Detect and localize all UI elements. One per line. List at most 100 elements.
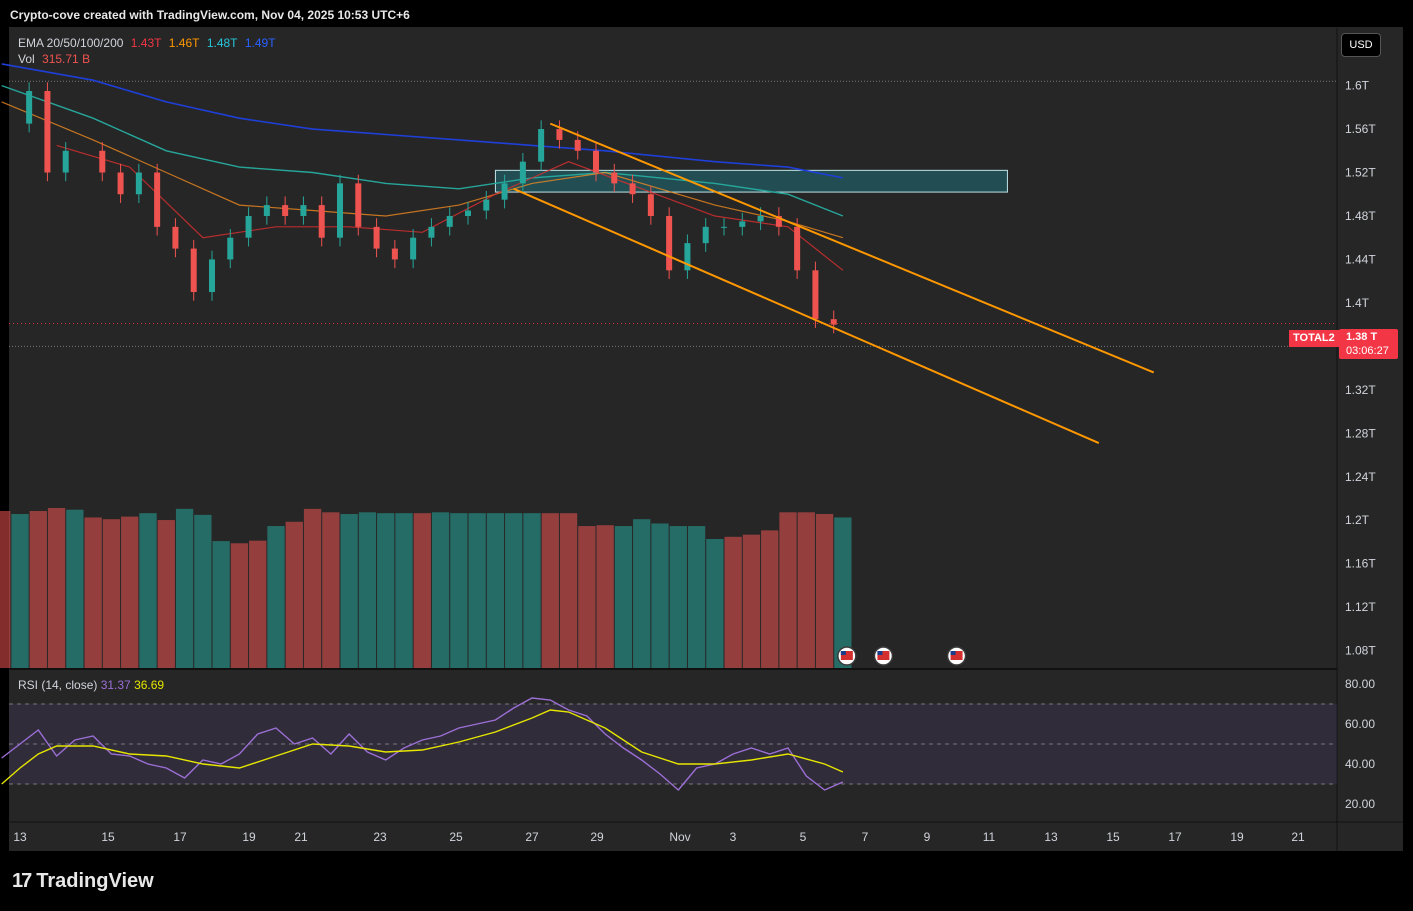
- ema50-value: 1.46T: [168, 36, 200, 50]
- volume-bar: [431, 512, 450, 668]
- economic-event-flag-canton: [877, 651, 883, 655]
- price-axis-label: 1.56T: [1345, 122, 1376, 136]
- rsi-value: 31.37: [100, 678, 131, 692]
- volume-bar: [322, 512, 340, 668]
- indicator-legend: EMA 20/50/100/200 1.43T 1.46T 1.48T 1.49…: [18, 35, 280, 67]
- time-axis-label: 15: [101, 830, 115, 844]
- volume-bar: [706, 538, 724, 668]
- currency-button[interactable]: USD: [1341, 33, 1381, 57]
- price-axis-label: 1.08T: [1345, 644, 1376, 658]
- rsi-axis-label: 20.00: [1345, 797, 1375, 811]
- candle-body: [135, 172, 142, 195]
- price-axis-label: 1.24T: [1345, 470, 1376, 484]
- candle-body: [263, 205, 270, 216]
- volume-bar: [395, 513, 413, 668]
- price-axis-label: 1.6T: [1345, 79, 1370, 93]
- candle-body: [355, 183, 362, 227]
- candle-body: [300, 205, 307, 216]
- volume-bar: [797, 512, 815, 668]
- rsi-legend-label: RSI (14, close): [18, 678, 98, 692]
- economic-event-flag-stripes: [840, 651, 853, 660]
- pane-separator: [9, 668, 1337, 670]
- volume-bar: [614, 526, 633, 668]
- channel-lower-line: [513, 187, 1100, 444]
- supply-zone-box: [494, 169, 1008, 193]
- volume-bar: [29, 511, 47, 668]
- volume-bar: [102, 519, 121, 668]
- volume-bar: [66, 509, 84, 668]
- volume-bar: [358, 512, 377, 668]
- time-axis-label: 13: [13, 830, 27, 844]
- ema100-value: 1.48T: [206, 36, 238, 50]
- candle-body: [830, 319, 837, 325]
- volume-bar: [742, 534, 761, 668]
- volume-bar: [559, 513, 578, 668]
- candle-body: [44, 91, 51, 173]
- volume-bar: [834, 517, 852, 668]
- volume-bar: [0, 511, 11, 668]
- price-axis-label: 1.48T: [1345, 209, 1376, 223]
- candle-body: [245, 215, 252, 238]
- time-axis-label: 9: [924, 830, 931, 844]
- tradingview-logo[interactable]: 17 TradingView: [12, 870, 154, 893]
- rsi-axis-label: 80.00: [1345, 677, 1375, 691]
- ema200-value: 1.49T: [244, 36, 276, 50]
- volume-bar: [486, 513, 505, 668]
- economic-event-flag-canton: [950, 651, 956, 655]
- rsi-axis-label: 40.00: [1345, 757, 1375, 771]
- ema20-value: 1.43T: [130, 36, 162, 50]
- volume-bar: [815, 514, 834, 668]
- volume-bar: [285, 521, 303, 668]
- candle-body: [318, 205, 325, 238]
- candle-body: [611, 172, 618, 184]
- volume-bar: [175, 508, 194, 668]
- candle-body: [465, 210, 471, 216]
- ema100-line: [1, 84, 844, 217]
- time-axis-label: 11: [983, 830, 996, 844]
- volume-bar: [541, 513, 559, 668]
- candle-body: [337, 183, 343, 238]
- candle-body: [373, 226, 380, 249]
- volume-bar: [669, 526, 687, 668]
- chart-frame[interactable]: [9, 27, 1403, 851]
- price-axis-label: 1.52T: [1345, 166, 1376, 180]
- volume-bar: [633, 519, 651, 668]
- volume-bar: [157, 520, 175, 668]
- volume-bar: [340, 514, 358, 668]
- time-axis-label: 21: [1291, 830, 1305, 844]
- bar-countdown: 03:06:27: [1346, 345, 1389, 357]
- last-price-value: 1.38 T: [1346, 331, 1378, 343]
- candle-body: [684, 243, 691, 271]
- time-axis-label: 29: [590, 830, 604, 844]
- volume-bar: [267, 526, 285, 668]
- candle-body: [410, 237, 417, 260]
- volume-bar: [303, 508, 322, 668]
- time-axis-label: 23: [373, 830, 387, 844]
- candle-body: [117, 172, 124, 195]
- vol-legend-label: Vol: [18, 52, 35, 66]
- candle-body: [501, 183, 508, 200]
- price-axis-label: 1.28T: [1345, 426, 1376, 440]
- candle-body: [209, 259, 215, 293]
- time-axis-label: 3: [730, 830, 737, 844]
- bottom-bar: [0, 852, 1413, 911]
- volume-bar: [121, 516, 139, 668]
- ema50-line: [1, 101, 844, 239]
- last-price-tag: 1.38 T 03:06:27: [1339, 329, 1398, 359]
- volume-bar: [11, 514, 29, 668]
- vol-legend-row: Vol 315.71 B: [18, 51, 280, 67]
- candle-body: [428, 226, 435, 238]
- volume-bar: [212, 541, 230, 668]
- volume-bar: [724, 536, 742, 668]
- candle-body: [629, 183, 636, 195]
- channel-upper-line: [549, 122, 1155, 374]
- tradingview-logo-icon: 17: [12, 870, 32, 892]
- symbol-price-label: TOTAL2: [1289, 330, 1339, 347]
- volume-bar: [523, 513, 541, 668]
- candle-body: [172, 226, 179, 249]
- economic-event-flag-stripes: [877, 651, 890, 660]
- volume-bar: [651, 523, 669, 668]
- time-axis-label: Nov: [669, 830, 690, 844]
- volume-bar: [413, 513, 431, 668]
